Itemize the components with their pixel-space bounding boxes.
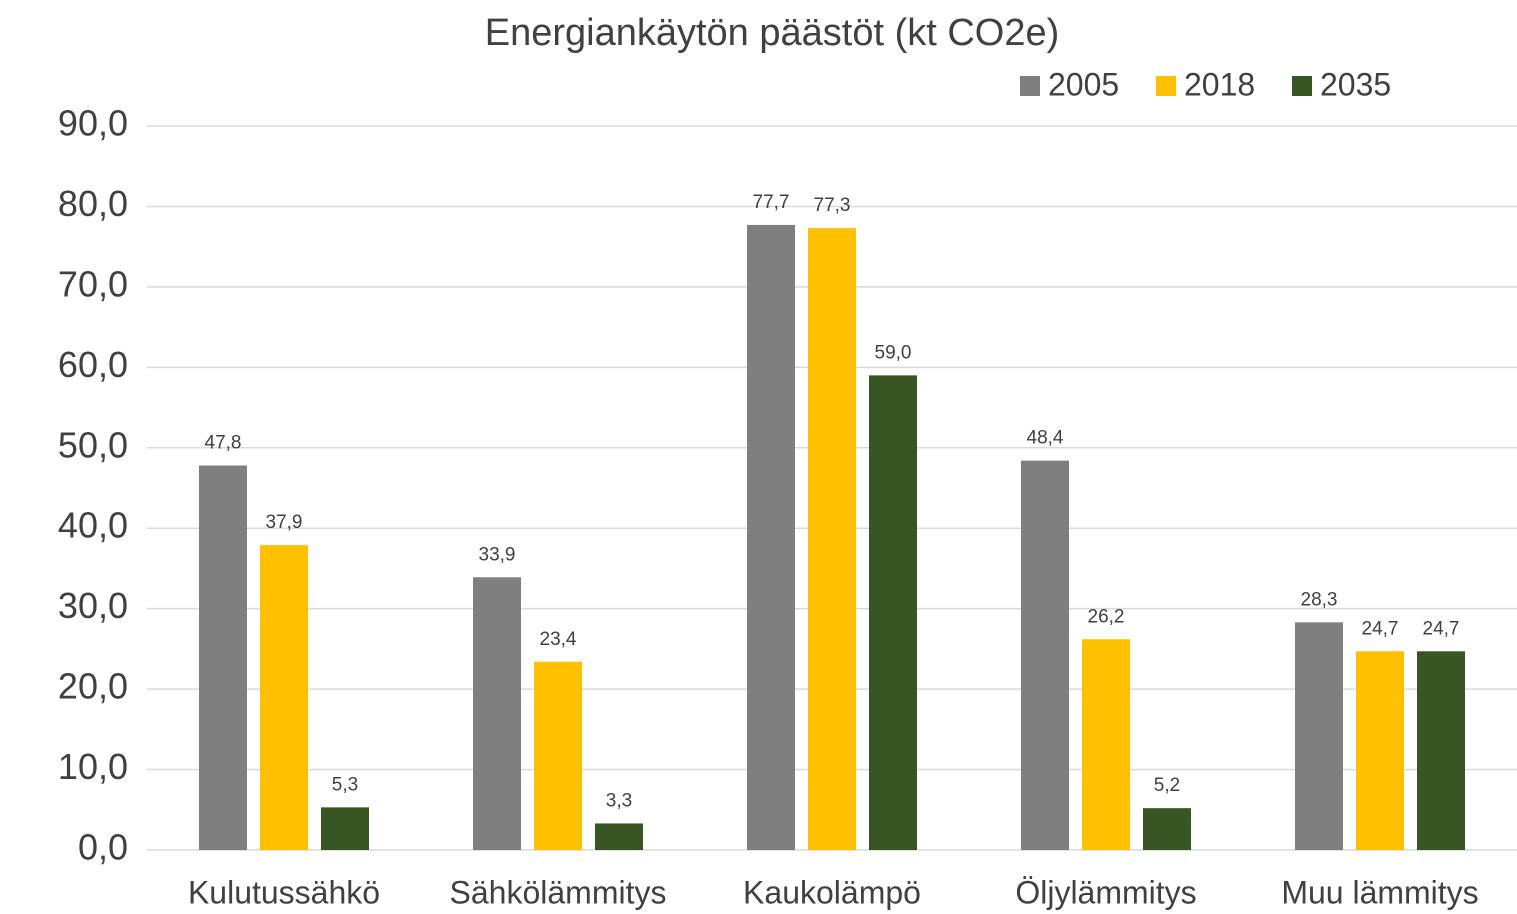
chart-title: Energiankäytön päästöt (kt CO2e) bbox=[485, 12, 1060, 54]
y-tick-label: 60,0 bbox=[58, 344, 128, 385]
bar bbox=[321, 807, 369, 850]
x-tick-label: Kulutussähkö bbox=[188, 874, 380, 910]
legend-swatch bbox=[1292, 76, 1312, 96]
x-tick-label: Öljylämmitys bbox=[1015, 874, 1196, 910]
data-label: 24,7 bbox=[1423, 618, 1460, 639]
bar bbox=[1295, 622, 1343, 850]
y-tick-label: 40,0 bbox=[58, 505, 128, 546]
data-label: 33,9 bbox=[479, 544, 516, 565]
data-label: 48,4 bbox=[1027, 428, 1064, 449]
y-tick-label: 0,0 bbox=[78, 827, 128, 868]
y-tick-label: 70,0 bbox=[58, 263, 128, 304]
y-tick-label: 30,0 bbox=[58, 585, 128, 626]
data-label: 23,4 bbox=[540, 629, 577, 650]
legend-swatch bbox=[1156, 76, 1176, 96]
data-label: 59,0 bbox=[875, 342, 912, 363]
y-tick-label: 50,0 bbox=[58, 424, 128, 465]
data-label: 37,9 bbox=[266, 512, 303, 533]
data-label: 3,3 bbox=[606, 790, 632, 811]
data-label: 5,2 bbox=[1154, 775, 1180, 796]
bar bbox=[534, 661, 582, 850]
y-tick-label: 90,0 bbox=[58, 103, 128, 144]
bar bbox=[199, 465, 247, 850]
data-label: 24,7 bbox=[1362, 618, 1399, 639]
bar bbox=[595, 823, 643, 850]
bar bbox=[1356, 651, 1404, 850]
legend-swatch bbox=[1020, 76, 1040, 96]
data-label: 47,8 bbox=[205, 432, 242, 453]
data-label: 77,3 bbox=[814, 195, 851, 216]
data-label: 26,2 bbox=[1088, 606, 1125, 627]
legend-label: 2018 bbox=[1184, 66, 1255, 102]
x-tick-label: Sähkölämmitys bbox=[450, 874, 667, 910]
data-label: 77,7 bbox=[753, 192, 790, 213]
y-tick-label: 10,0 bbox=[58, 746, 128, 787]
y-tick-label: 80,0 bbox=[58, 183, 128, 224]
bar bbox=[808, 228, 856, 851]
x-tick-label: Kaukolämpö bbox=[743, 874, 921, 910]
bar bbox=[473, 577, 521, 850]
bar bbox=[1021, 460, 1069, 850]
x-tick-label: Muu lämmitys bbox=[1281, 874, 1478, 910]
legend-label: 2005 bbox=[1048, 66, 1119, 102]
bar bbox=[747, 224, 795, 851]
bar bbox=[1082, 639, 1130, 850]
bar bbox=[260, 545, 308, 850]
bar bbox=[1417, 651, 1465, 850]
bar bbox=[1143, 808, 1191, 850]
legend-label: 2035 bbox=[1320, 66, 1391, 102]
data-label: 28,3 bbox=[1301, 589, 1338, 610]
y-tick-label: 20,0 bbox=[58, 666, 128, 707]
bar bbox=[869, 375, 917, 850]
data-label: 5,3 bbox=[332, 774, 358, 795]
